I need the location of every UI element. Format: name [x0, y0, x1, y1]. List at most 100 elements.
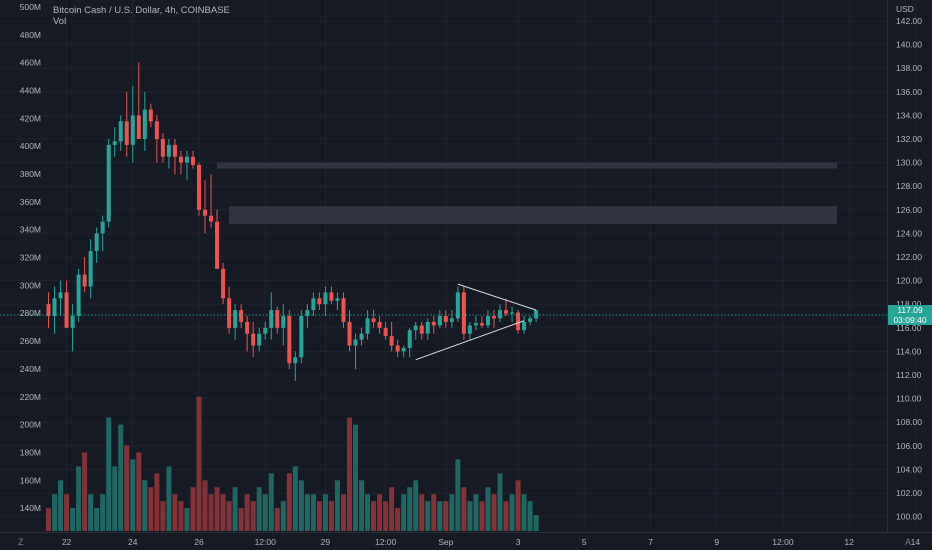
time-tick-label: 26 [194, 537, 204, 547]
candle-body [136, 115, 141, 139]
price-tick-label: 142.00 [896, 16, 922, 26]
currency-label: USD [896, 4, 914, 14]
volume-bar [64, 494, 70, 531]
candle-body [413, 325, 418, 331]
candle-body [209, 215, 214, 222]
volume-bar [244, 494, 250, 531]
candle-body [269, 310, 274, 328]
price-axis[interactable]: 142.00 140.00 138.00 136.00 134.00 132.00 130.… [896, 16, 922, 522]
auto-scale-button[interactable]: A [905, 537, 912, 547]
price-tick-label: 126.00 [896, 205, 922, 215]
price-tick-label: 136.00 [896, 87, 922, 97]
candle-body [76, 274, 81, 316]
time-tick-label: Sep [438, 537, 453, 547]
volume-bar [94, 508, 100, 531]
candle-body [172, 144, 177, 157]
volume-tick-label: 400M [20, 141, 41, 151]
candle-body [239, 310, 244, 322]
volume-bars [46, 396, 539, 531]
volume-bar [359, 480, 365, 531]
candle-body [449, 318, 454, 322]
price-tick-label: 140.00 [896, 40, 922, 50]
volume-bar [130, 459, 136, 531]
volume-bar [256, 487, 262, 531]
volume-tick-label: 500M [20, 2, 41, 12]
candle-body [263, 327, 268, 334]
time-tick-label: 29 [321, 537, 331, 547]
candle-body [203, 209, 208, 216]
volume-tick-label: 220M [20, 392, 41, 402]
symbol-title[interactable]: Bitcoin Cash / U.S. Dollar, 4h, COINBASE [53, 5, 230, 16]
time-tick-label: 12:00 [375, 537, 397, 547]
volume-bar [533, 515, 539, 531]
volume-bar [371, 501, 377, 531]
volume-axis[interactable]: 500M 480M 460M 440M 420M 400M 380M 360M 340M 320M… [20, 2, 41, 513]
price-tick-label: 108.00 [896, 417, 922, 427]
candle-body [485, 316, 490, 326]
candle-body [534, 310, 539, 319]
volume-bar [268, 473, 274, 531]
volume-indicator-label[interactable]: Vol [53, 16, 67, 27]
volume-bar [154, 473, 160, 531]
candle-body [522, 321, 527, 331]
candle-body [257, 333, 262, 346]
candle-body [251, 333, 256, 346]
volume-bar [58, 480, 64, 531]
candle-body [275, 310, 280, 328]
time-tick-label: 12:00 [772, 537, 794, 547]
candle-body [389, 336, 394, 346]
volume-tick-label: 460M [20, 58, 41, 68]
volume-bar [214, 487, 220, 531]
time-axis[interactable]: 22 24 26 12:00 29 12:00 Sep 3 5 7 9 12:00 12 14 [62, 537, 921, 547]
candle-body [371, 318, 376, 322]
candle-body [383, 327, 388, 337]
candle-body [479, 323, 484, 326]
volume-tick-label: 480M [20, 30, 41, 40]
candle-body [461, 292, 466, 334]
volume-bar [316, 501, 322, 531]
volume-bar [479, 501, 485, 531]
volume-bar [250, 501, 256, 531]
candle-body [142, 109, 147, 139]
volume-tick-label: 300M [20, 280, 41, 290]
volume-bar [407, 487, 413, 531]
volume-bar [76, 466, 82, 531]
volume-tick-label: 140M [20, 503, 41, 513]
candle-body [510, 312, 515, 314]
volume-bar [88, 494, 94, 531]
price-tick-label: 102.00 [896, 488, 922, 498]
volume-bar [431, 494, 437, 531]
volume-bar [220, 494, 226, 531]
candle-body [88, 251, 93, 287]
volume-bar [437, 501, 443, 531]
volume-bar [347, 417, 352, 531]
zoom-button[interactable]: Z [18, 537, 24, 547]
volume-bar [455, 459, 461, 531]
volume-bar [485, 487, 491, 531]
price-tick-label: 118.00 [896, 299, 922, 309]
candle-body [281, 316, 286, 328]
candle-body [323, 292, 328, 305]
volume-tick-label: 280M [20, 308, 41, 318]
candle-body [359, 333, 364, 340]
time-tick-label: 9 [714, 537, 719, 547]
time-tick-label: 5 [582, 537, 587, 547]
candle-body [245, 321, 250, 334]
candle-body [347, 321, 352, 346]
price-tick-label: 122.00 [896, 252, 922, 262]
volume-tick-label: 200M [20, 420, 41, 430]
volume-bar [286, 473, 292, 531]
volume-bar [365, 494, 371, 531]
volume-bar [70, 508, 76, 531]
candle-body [197, 164, 201, 210]
volume-bar [292, 466, 298, 531]
volume-bar [226, 501, 232, 531]
volume-bar [46, 508, 51, 531]
price-tick-label: 130.00 [896, 158, 922, 168]
resistance-zone [229, 206, 838, 224]
candle-body [437, 316, 442, 326]
candle-body [467, 325, 472, 334]
volume-bar [449, 494, 455, 531]
volume-bar [82, 452, 88, 531]
